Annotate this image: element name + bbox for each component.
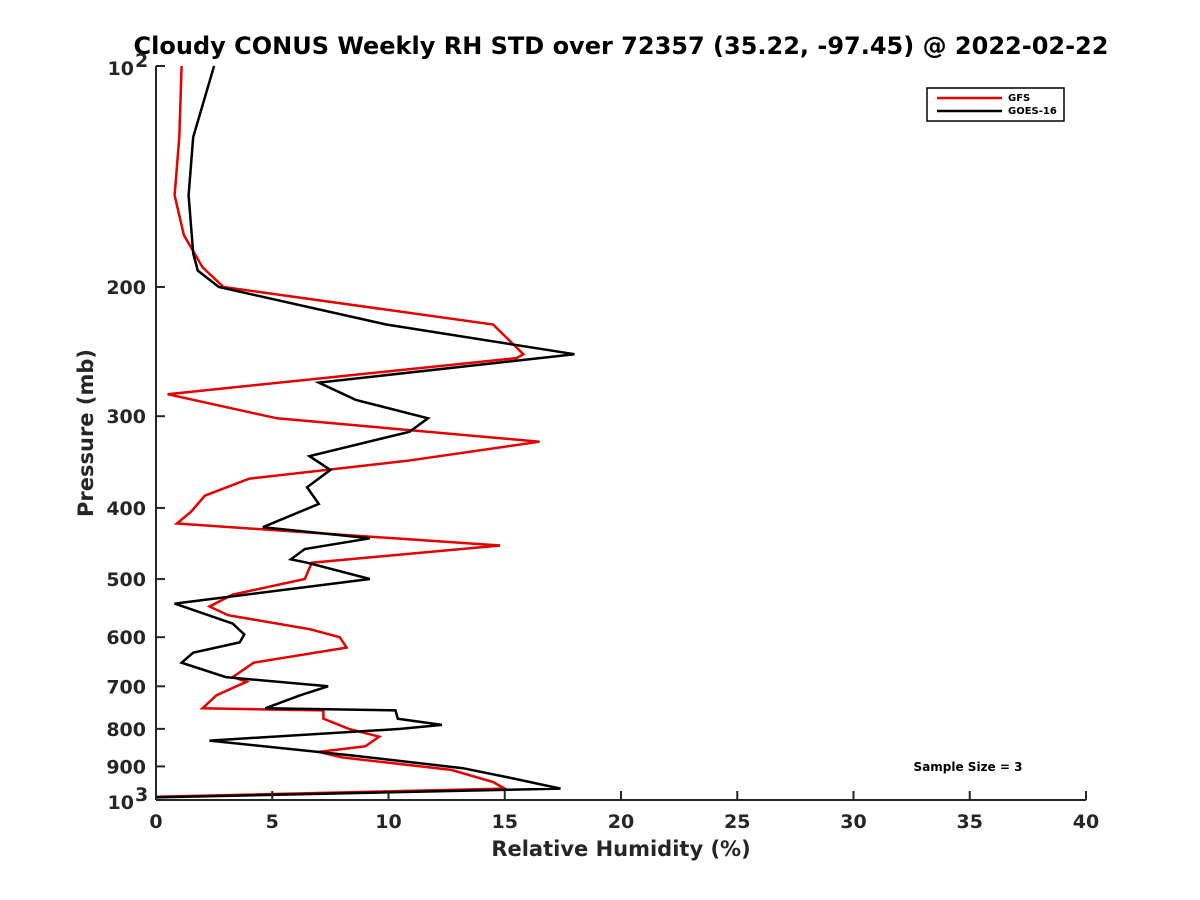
x-tick-label: 15	[492, 811, 518, 833]
y-tick-exponent: 2	[135, 50, 148, 72]
x-tick-label: 0	[149, 811, 162, 833]
y-axis-label: Pressure (mb)	[74, 349, 98, 517]
y-tick-exponent: 3	[135, 784, 148, 806]
chart-title: Cloudy CONUS Weekly RH STD over 72357 (3…	[134, 32, 1109, 60]
y-tick-label: 200	[106, 277, 146, 299]
x-tick-label: 25	[724, 811, 750, 833]
legend-label-gfs: GFS	[1008, 93, 1030, 104]
y-tick-label: 10	[108, 58, 134, 80]
y-tick-label: 900	[106, 756, 146, 778]
x-tick-label: 30	[840, 811, 866, 833]
series-line-goes16	[155, 65, 575, 799]
y-tick-label: 500	[106, 569, 146, 591]
y-tick-label: 10	[108, 792, 134, 814]
legend-box	[926, 87, 1065, 122]
x-tick-label: 20	[608, 811, 634, 833]
series-line-gfs	[155, 65, 540, 799]
x-axis-label: Relative Humidity (%)	[491, 837, 750, 861]
x-tick-label: 35	[957, 811, 983, 833]
y-tick-label: 400	[106, 498, 146, 520]
y-tick-label: 800	[106, 719, 146, 741]
y-tick-label: 700	[106, 676, 146, 698]
sample-size-annotation: Sample Size = 3	[914, 760, 1023, 774]
plot-lines	[155, 65, 575, 799]
x-tick-label: 10	[375, 811, 401, 833]
x-ticks: 0 5 10 15 20 25 30 35 40	[149, 791, 1099, 833]
x-tick-label: 40	[1073, 811, 1099, 833]
y-tick-label: 300	[106, 406, 146, 428]
legend-label-goes16: GOES-16	[1008, 106, 1057, 117]
y-tick-label: 600	[106, 627, 146, 649]
x-tick-label: 5	[266, 811, 279, 833]
legend: GFS GOES-16	[926, 87, 1065, 122]
